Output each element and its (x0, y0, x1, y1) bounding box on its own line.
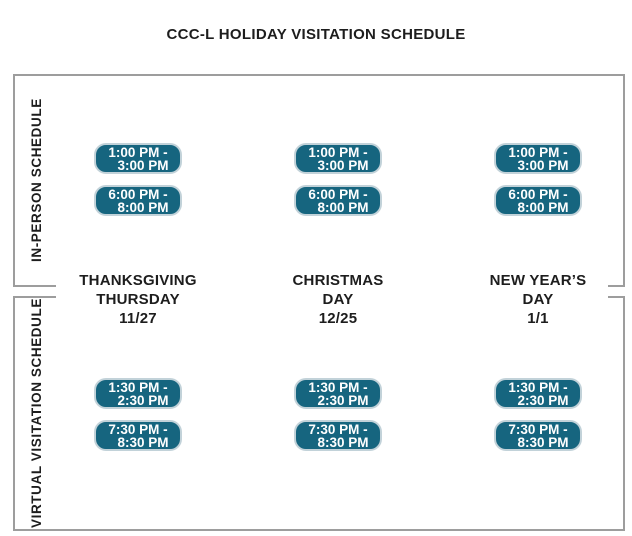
in-person-time-pill: 6:00 PM - 8:00 PM (294, 185, 382, 216)
time-range-line1: 6:00 PM - (308, 187, 368, 202)
time-range-line2: 3:00 PM (117, 158, 169, 173)
virtual-time-pill: 1:30 PM - 2:30 PM (494, 378, 582, 409)
time-range-line1: 7:30 PM - (508, 422, 568, 437)
time-range-line1: 1:30 PM - (108, 380, 168, 395)
time-range-line1: 7:30 PM - (108, 422, 168, 437)
in-person-time-pill: 1:00 PM - 3:00 PM (294, 143, 382, 174)
time-range-line2: 2:30 PM (317, 393, 369, 408)
time-range-line2: 8:30 PM (317, 435, 369, 450)
virtual-time-pill: 7:30 PM - 8:30 PM (494, 420, 582, 451)
time-range-line2: 3:00 PM (517, 158, 569, 173)
virtual-section-label: VIRTUAL VISITATION SCHEDULE (29, 298, 44, 529)
holiday-date: 1/1 (527, 310, 549, 327)
holiday-name-line: DAY (322, 291, 354, 308)
time-range-line2: 8:00 PM (117, 200, 169, 215)
in-person-time-pill: 6:00 PM - 8:00 PM (494, 185, 582, 216)
in-person-time-pill: 6:00 PM - 8:00 PM (94, 185, 182, 216)
virtual-time-pill: 7:30 PM - 8:30 PM (94, 420, 182, 451)
time-range-line1: 1:00 PM - (508, 145, 568, 160)
time-range-line1: 6:00 PM - (508, 187, 568, 202)
in-person-section-label: IN-PERSON SCHEDULE (29, 98, 44, 263)
page-title: CCC-L HOLIDAY VISITATION SCHEDULE (166, 26, 466, 43)
holiday-name-line: CHRISTMAS (292, 272, 384, 289)
time-range-line2: 8:30 PM (117, 435, 169, 450)
in-person-section-box (13, 74, 625, 287)
virtual-time-pill: 1:30 PM - 2:30 PM (294, 378, 382, 409)
time-range-line1: 6:00 PM - (108, 187, 168, 202)
holiday-header-new-years: NEW YEAR’S DAY 1/1 (448, 271, 628, 328)
time-range-line2: 8:30 PM (517, 435, 569, 450)
time-range-line1: 1:30 PM - (308, 380, 368, 395)
time-range-line1: 1:00 PM - (308, 145, 368, 160)
time-range-line1: 1:00 PM - (108, 145, 168, 160)
holiday-name-line: NEW YEAR’S (489, 272, 587, 289)
time-range-line2: 2:30 PM (117, 393, 169, 408)
holiday-date: 12/25 (318, 310, 358, 327)
in-person-time-pill: 1:00 PM - 3:00 PM (94, 143, 182, 174)
time-range-line2: 8:00 PM (517, 200, 569, 215)
holiday-header-christmas: CHRISTMAS DAY 12/25 (248, 271, 428, 328)
holiday-headers-strip (56, 266, 608, 336)
virtual-time-pill: 1:30 PM - 2:30 PM (94, 378, 182, 409)
time-range-line1: 7:30 PM - (308, 422, 368, 437)
holiday-date: 11/27 (119, 310, 157, 327)
time-range-line2: 2:30 PM (517, 393, 569, 408)
time-range-line1: 1:30 PM - (508, 380, 568, 395)
in-person-time-pill: 1:00 PM - 3:00 PM (494, 143, 582, 174)
holiday-name-line: DAY (522, 291, 554, 308)
holiday-name-line: THANKSGIVING (79, 272, 197, 289)
holiday-name-line: THURSDAY (96, 291, 180, 308)
virtual-time-pill: 7:30 PM - 8:30 PM (294, 420, 382, 451)
time-range-line2: 3:00 PM (317, 158, 369, 173)
time-range-line2: 8:00 PM (317, 200, 369, 215)
holiday-header-thanksgiving: THANKSGIVING THURSDAY 11/27 (48, 271, 228, 328)
